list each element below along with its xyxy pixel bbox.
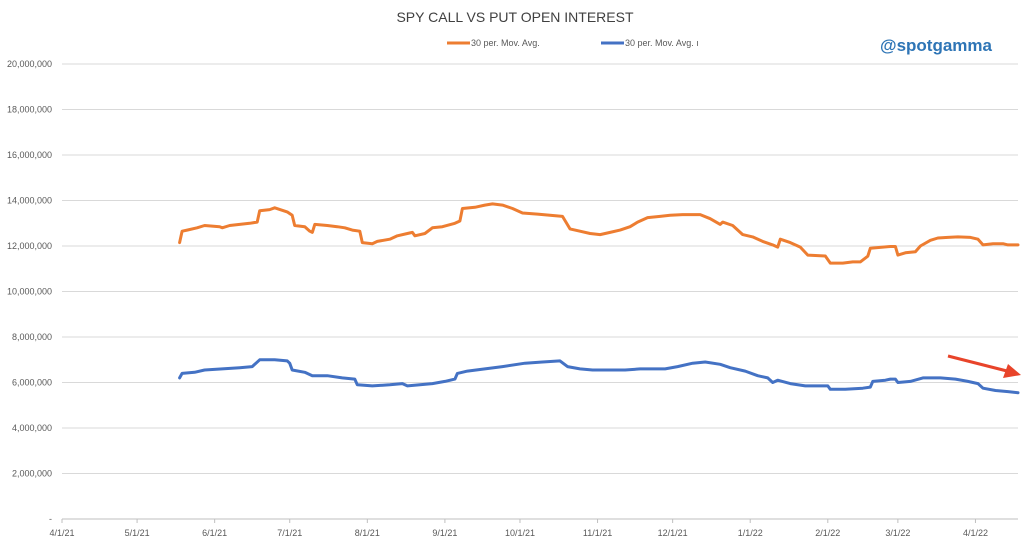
x-tick-label: 4/1/22 xyxy=(963,528,988,538)
y-tick-label: 4,000,000 xyxy=(12,423,52,433)
trend-arrow-annotation xyxy=(947,354,1021,378)
x-tick-label: 3/1/22 xyxy=(885,528,910,538)
y-tick-label: 18,000,000 xyxy=(7,105,52,115)
y-tick-label: 12,000,000 xyxy=(7,241,52,251)
x-tick-label: 12/1/21 xyxy=(658,528,688,538)
x-tick-label: 6/1/21 xyxy=(202,528,227,538)
gridlines xyxy=(62,63,1018,520)
legend-label-series-1: 30 per. Mov. Avg. xyxy=(471,38,540,48)
y-tick-label: 10,000,000 xyxy=(7,287,52,297)
x-tick-label: 4/1/21 xyxy=(49,528,74,538)
x-axis: 4/1/21 5/1/21 6/1/21 7/1/21 8/1/21 9/1/21 10/1… xyxy=(49,519,988,538)
series-line-1 xyxy=(178,202,1020,265)
y-tick-label: 16,000,000 xyxy=(7,150,52,160)
x-tick-label: 2/1/22 xyxy=(815,528,840,538)
x-tick-label: 8/1/21 xyxy=(355,528,380,538)
chart-title: SPY CALL VS PUT OPEN INTEREST xyxy=(396,9,633,25)
y-tick-label: 2,000,000 xyxy=(12,469,52,479)
y-tick-label: 14,000,000 xyxy=(7,196,52,206)
x-tick-label: 11/1/21 xyxy=(583,528,612,538)
trend-arrow-shaft xyxy=(947,354,1008,373)
watermark-label: @spotgamma xyxy=(880,36,993,55)
y-axis: - 2,000,000 4,000,000 6,000,000 8,000,000 10,… xyxy=(7,59,52,524)
y-tick-label: 8,000,000 xyxy=(12,332,52,342)
x-tick-label: 10/1/21 xyxy=(505,528,535,538)
x-tick-label: 5/1/21 xyxy=(125,528,150,538)
legend-label-series-2: 30 per. Mov. Avg. ı xyxy=(625,38,699,48)
series-lines xyxy=(178,202,1020,395)
series-line-2 xyxy=(178,358,1020,395)
trend-arrow-head xyxy=(1003,364,1021,378)
y-tick-label: 6,000,000 xyxy=(12,378,52,388)
y-tick-label: - xyxy=(49,514,52,524)
x-tick-label: 1/1/22 xyxy=(738,528,763,538)
legend: 30 per. Mov. Avg. 30 per. Mov. Avg. ı xyxy=(447,38,699,48)
x-tick-label: 9/1/21 xyxy=(432,528,457,538)
x-tick-label: 7/1/21 xyxy=(277,528,302,538)
y-tick-label: 20,000,000 xyxy=(7,59,52,69)
